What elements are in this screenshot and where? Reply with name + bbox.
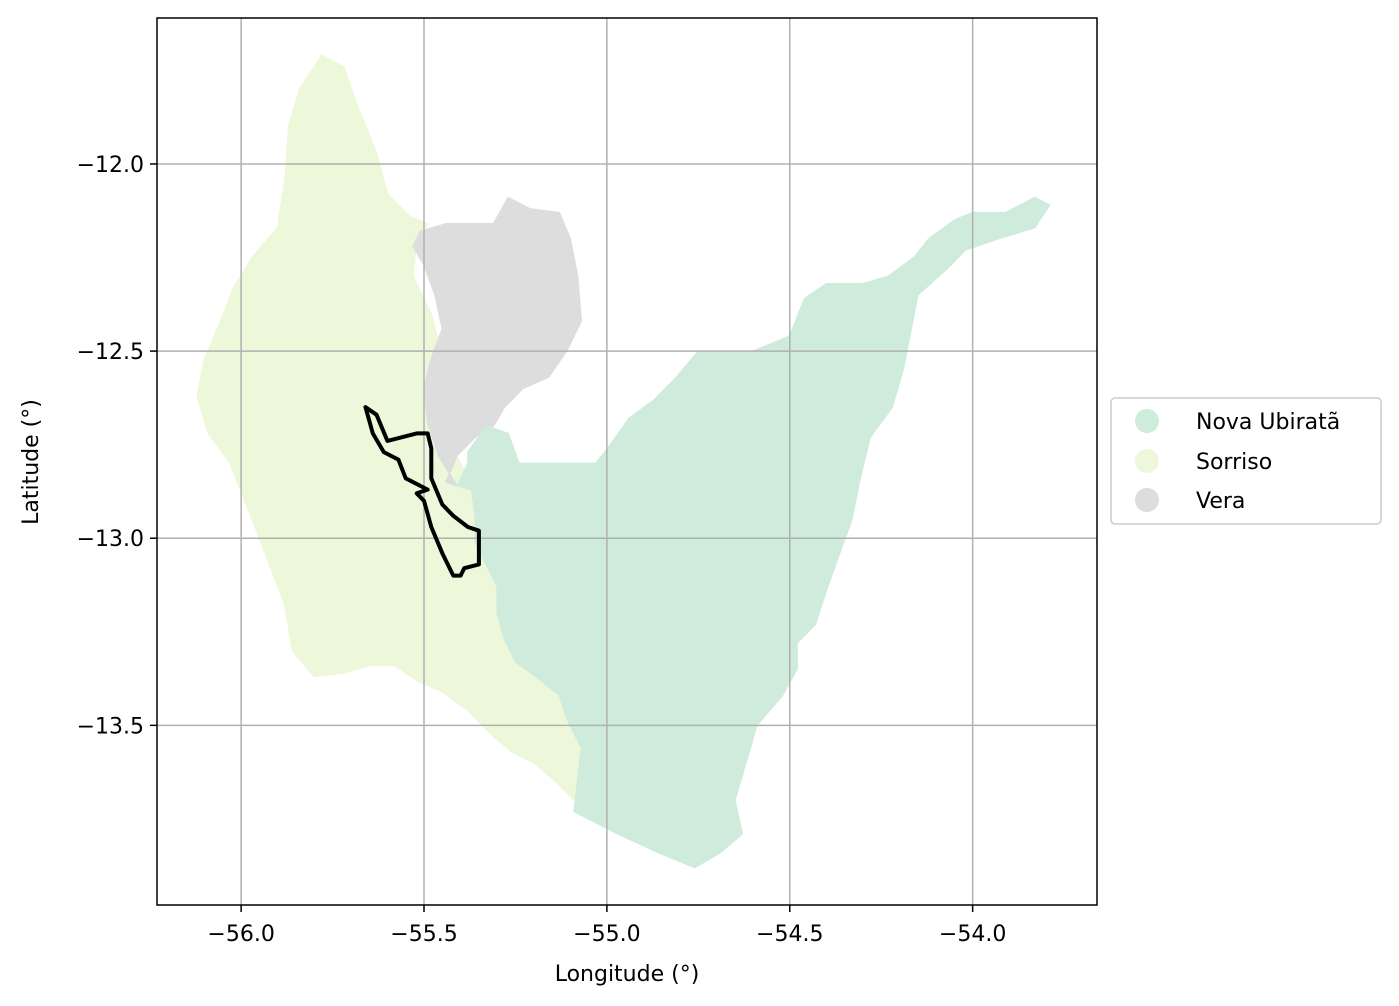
regions-layer: [196, 54, 1051, 869]
region-sorriso: [196, 54, 583, 801]
y-axis-title: Latitude (°): [19, 399, 44, 525]
outline-layer: [363, 405, 481, 578]
x-tick-label: −55.0: [573, 922, 640, 947]
legend: Nova Ubiratã Sorriso Vera: [1110, 397, 1382, 525]
legend-label-sorriso: Sorriso: [1196, 450, 1272, 475]
region-vera: [412, 196, 583, 487]
y-tick-label: −12.0: [77, 153, 144, 178]
x-axis-title: Longitude (°): [555, 962, 700, 987]
legend-label-nova-ubirata: Nova Ubiratã: [1196, 410, 1340, 435]
legend-marker-vera: [1135, 488, 1159, 512]
legend-frame: [1110, 397, 1382, 525]
x-tick-label: −55.5: [390, 922, 457, 947]
y-tick-label: −12.5: [77, 340, 144, 365]
tick-layer: −56.0 −55.5 −55.0 −54.5 −54.0 −12.0 −12.5 −13.0…: [77, 153, 1007, 947]
y-tick-label: −13.0: [77, 527, 144, 552]
plot-frame: [156, 17, 1098, 906]
legend-marker-nova-ubirata: [1135, 409, 1159, 433]
legend-label-vera: Vera: [1196, 489, 1245, 514]
x-tick-label: −54.0: [939, 922, 1006, 947]
x-tick-label: −54.5: [756, 922, 823, 947]
grid-layer: [157, 18, 1097, 905]
study-area-outline: [363, 405, 481, 578]
legend-marker-sorriso: [1135, 449, 1159, 473]
y-tick-label: −13.5: [77, 714, 144, 739]
x-tick-label: −56.0: [207, 922, 274, 947]
